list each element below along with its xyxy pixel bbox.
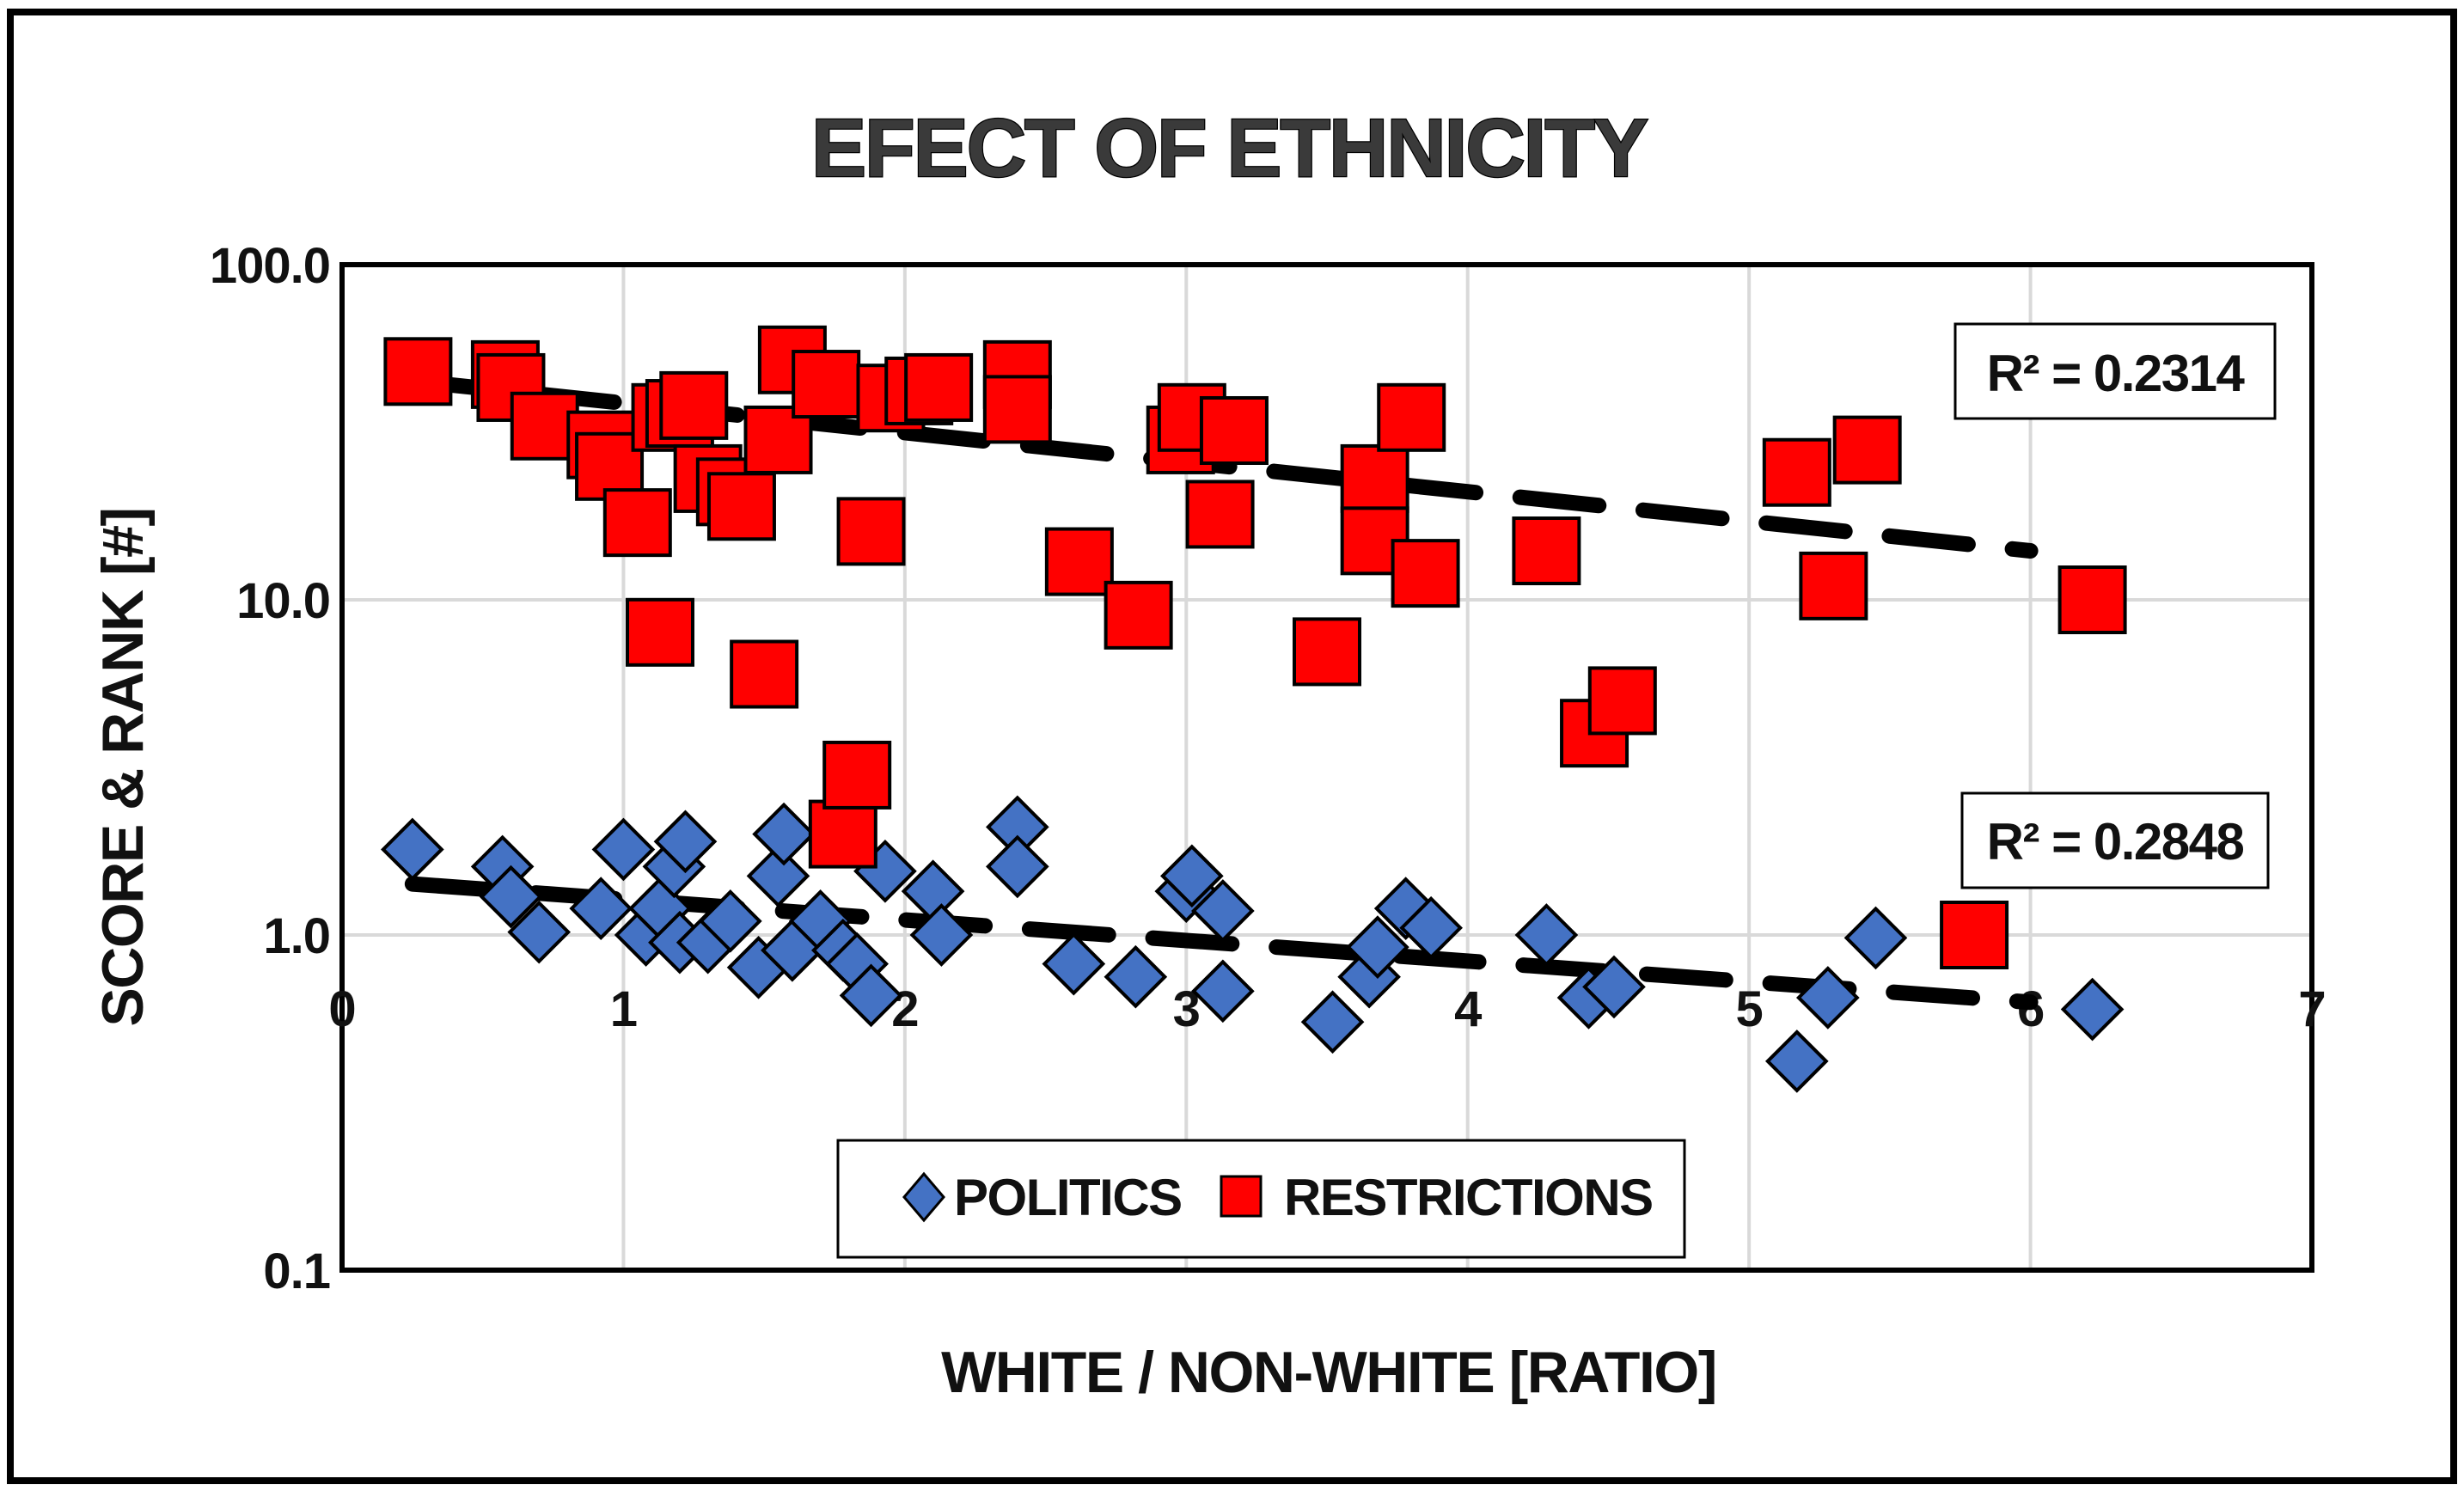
legend-label-politics: POLITICS: [954, 1169, 1182, 1226]
series-restrictions: [383, 325, 2127, 969]
y-tick-label: 10.0: [236, 573, 330, 629]
r2-label-restrictions: R² = 0.2314: [1953, 322, 2277, 420]
restrictions-point: [836, 497, 906, 566]
politics-point: [507, 900, 572, 964]
r2-box-restrictions: [1953, 322, 2277, 420]
politics-point: [699, 889, 762, 953]
y-tick-label: 1.0: [263, 908, 330, 964]
restrictions-point: [1940, 901, 2009, 969]
politics-point: [1104, 944, 1168, 1009]
legend-marker-restrictions: [1220, 1175, 1263, 1218]
points-layer: [381, 325, 2127, 1093]
politics-point: [653, 810, 718, 874]
politics-point: [1042, 932, 1106, 996]
y-tick-label: 100.0: [210, 238, 330, 294]
r2-label-politics: R² = 0.2848: [1960, 791, 2270, 889]
politics-point: [839, 963, 903, 1028]
politics-point: [1346, 915, 1409, 979]
restrictions-point: [1391, 539, 1460, 608]
restrictions-point: [792, 350, 861, 419]
restrictions-point: [1832, 415, 1902, 485]
chart-outer-border: [7, 9, 2457, 1484]
politics-point: [1764, 1030, 1829, 1093]
politics-point: [591, 817, 656, 882]
restrictions-point: [383, 337, 453, 406]
legend: POLITICS RESTRICTIONS: [836, 1139, 1686, 1259]
politics-point: [1191, 879, 1255, 943]
x-tick-label: 4: [1454, 981, 1482, 1037]
r2-text-restrictions: R² = 0.2314: [1987, 345, 2246, 402]
restrictions-point: [706, 472, 776, 541]
restrictions-point: [1340, 443, 1409, 513]
restrictions-point: [730, 639, 799, 709]
politics-point: [1399, 895, 1463, 960]
restrictions-point: [1762, 437, 1831, 507]
chart-title: EFECT OF ETHNICITY: [811, 102, 1648, 194]
restrictions-point: [808, 799, 877, 869]
politics-point: [569, 877, 633, 940]
politics-point: [1300, 990, 1365, 1054]
politics-point: [1582, 955, 1646, 1019]
restrictions-point: [659, 370, 729, 440]
restrictions-point: [1044, 527, 1114, 596]
restrictions-point: [822, 740, 892, 810]
politics-point: [1795, 966, 1860, 1030]
restrictions-point: [602, 488, 672, 558]
restrictions-point: [1587, 666, 1657, 736]
restrictions-point: [1512, 516, 1581, 586]
r2-text-politics: R² = 0.2848: [1987, 813, 2244, 871]
y-tick-labels: 0.1 1.0 10.0 100.0: [210, 238, 331, 1299]
politics-point: [1191, 959, 1255, 1023]
politics-point: [909, 903, 974, 967]
restrictions-point: [1293, 617, 1361, 687]
politics-point: [381, 817, 444, 882]
restrictions-point: [1104, 580, 1173, 650]
restrictions-point: [1185, 480, 1255, 549]
restrictions-point: [1199, 395, 1269, 465]
restrictions-point: [2057, 565, 2127, 634]
politics-point: [752, 802, 816, 866]
x-tick-label: 7: [2298, 981, 2325, 1037]
politics-point: [479, 865, 543, 929]
restrictions-point: [904, 352, 974, 422]
y-tick-label: 0.1: [263, 1243, 330, 1299]
restrictions-point: [476, 352, 546, 422]
politics-point: [1514, 903, 1579, 967]
series-politics: [381, 795, 2125, 1093]
politics-point: [986, 834, 1049, 899]
restrictions-point: [1799, 551, 1868, 620]
politics-point: [1160, 844, 1224, 908]
politics-point: [2060, 977, 2125, 1042]
y-axis-title: SCORE & RANK [#]: [90, 508, 156, 1026]
x-axis-title: WHITE / NON-WHITE [RATIO]: [941, 1340, 1716, 1405]
politics-point: [746, 844, 810, 908]
x-tick-label: 0: [328, 981, 355, 1037]
restrictions-point: [1377, 382, 1446, 452]
restrictions-point: [625, 597, 694, 667]
x-tick-label: 5: [1736, 981, 1763, 1037]
x-tick-label: 1: [610, 981, 637, 1037]
r2-box-politics: [1960, 791, 2270, 889]
plot-area-border: [339, 262, 2314, 1273]
restrictions-point: [982, 375, 1052, 444]
legend-label-restrictions: RESTRICTIONS: [1284, 1169, 1653, 1226]
legend-marker-politics: [902, 1171, 945, 1223]
politics-point: [1843, 906, 1908, 970]
restrictions-point: [510, 391, 579, 461]
